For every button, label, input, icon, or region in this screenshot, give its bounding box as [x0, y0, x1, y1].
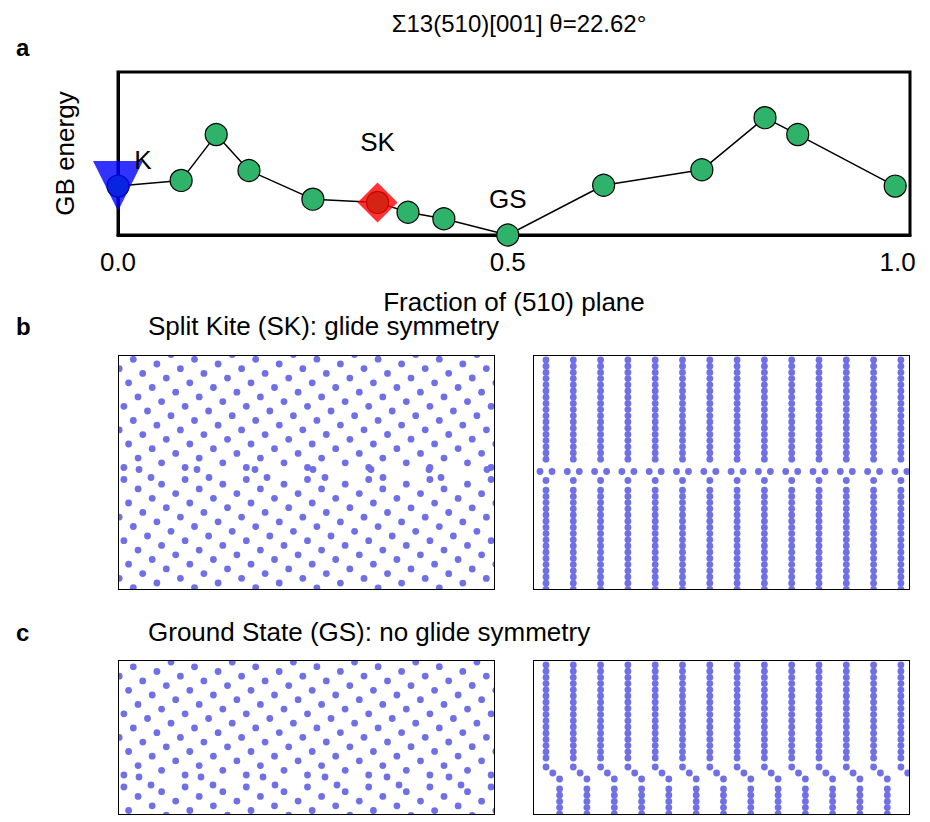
- html-text:c: c: [16, 619, 30, 646]
- svg-text:GS: GS: [489, 184, 527, 214]
- svg-text:1.0: 1.0: [879, 247, 915, 277]
- svg-text:Σ13(510)[001] θ=22.62°: Σ13(510)[001] θ=22.62°: [392, 10, 647, 37]
- svg-text:0.5: 0.5: [490, 247, 526, 277]
- html-text:Ground State (GS): no glide sy: Ground State (GS): no glide symmetry: [148, 617, 591, 647]
- html-text:Split Kite (SK): glide symmetr: Split Kite (SK): glide symmetry: [148, 311, 500, 341]
- svg-text:GB energy: GB energy: [50, 91, 80, 215]
- svg-text:K: K: [134, 145, 152, 175]
- svg-text:0.0: 0.0: [100, 247, 136, 277]
- svg-text:Fraction of (510) plane: Fraction of (510) plane: [383, 287, 645, 317]
- svg-text:SK: SK: [360, 127, 395, 157]
- html-text:a: a: [16, 34, 30, 61]
- html-text:b: b: [16, 313, 31, 340]
